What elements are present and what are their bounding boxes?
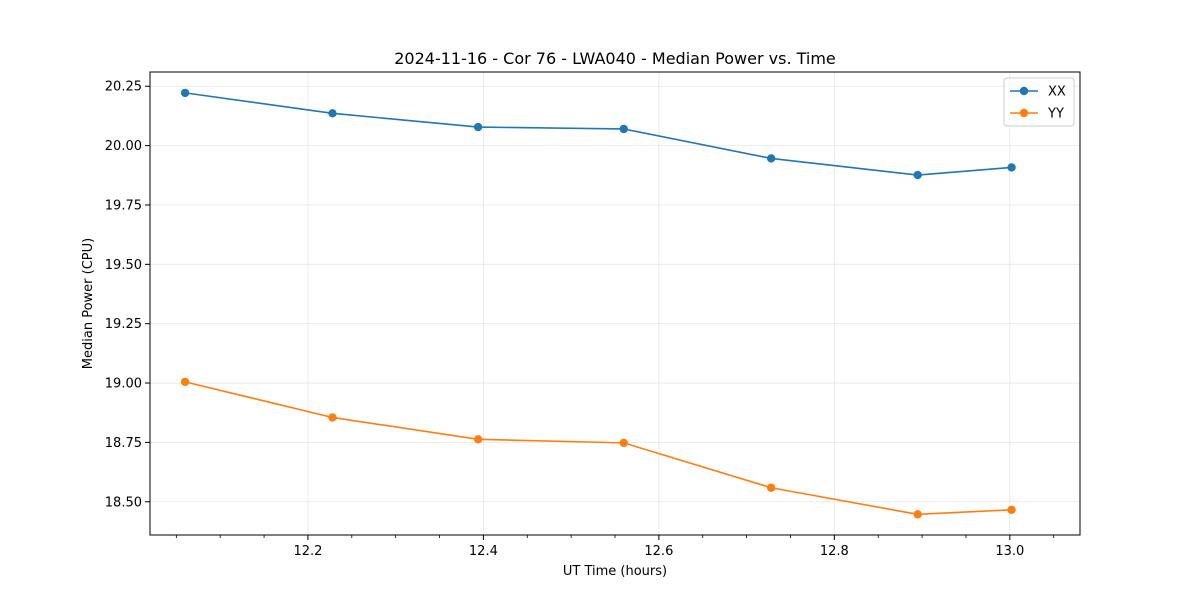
chart-title: 2024-11-16 - Cor 76 - LWA040 - Median Po… (394, 49, 836, 68)
y-tick-label: 18.75 (105, 436, 142, 451)
legend-marker-yy (1019, 108, 1029, 118)
x-tick-label: 12.2 (293, 544, 322, 559)
y-tick-label: 18.50 (105, 495, 142, 510)
y-tick-label: 19.00 (105, 377, 142, 392)
data-point-yy (473, 435, 483, 444)
x-tick-label: 12.4 (469, 544, 498, 559)
data-point-yy (328, 413, 337, 422)
data-point-yy (913, 510, 922, 519)
data-point-xx (473, 122, 483, 132)
legend: XX YY (1003, 77, 1075, 127)
data-point-xx (619, 124, 628, 134)
y-tick-label: 19.50 (105, 258, 142, 273)
y-axis-label: Median Power (CPU) (81, 238, 96, 369)
grid-layer (150, 72, 1080, 535)
y-tick-label: 20.25 (105, 80, 142, 95)
data-point-xx (766, 154, 776, 163)
y-tick-label: 19.75 (105, 198, 142, 213)
data-point-xx (913, 170, 922, 180)
data-point-yy (180, 377, 190, 387)
y-tick-label: 19.25 (105, 317, 142, 332)
legend-label-xx: XX (1048, 85, 1066, 100)
series-layer (180, 88, 1016, 519)
x-axis-label: UT Time (hours) (563, 564, 667, 579)
x-tick-label: 12.6 (644, 544, 673, 559)
legend-label-yy: YY (1047, 107, 1064, 122)
data-point-yy (766, 483, 776, 492)
x-tick-label: 12.8 (820, 544, 849, 559)
data-point-yy (619, 438, 628, 448)
data-point-yy (1007, 505, 1016, 515)
data-point-xx (180, 88, 190, 98)
tick-layer: 12.2 12.4 12.6 12.8 13.0 18.50 18.75 19.00 19.25… (105, 80, 1055, 559)
legend-marker-xx (1019, 86, 1029, 96)
data-point-xx (1007, 163, 1016, 172)
y-tick-label: 20.00 (105, 139, 142, 154)
data-point-xx (328, 109, 337, 118)
x-tick-label: 13.0 (995, 544, 1024, 559)
